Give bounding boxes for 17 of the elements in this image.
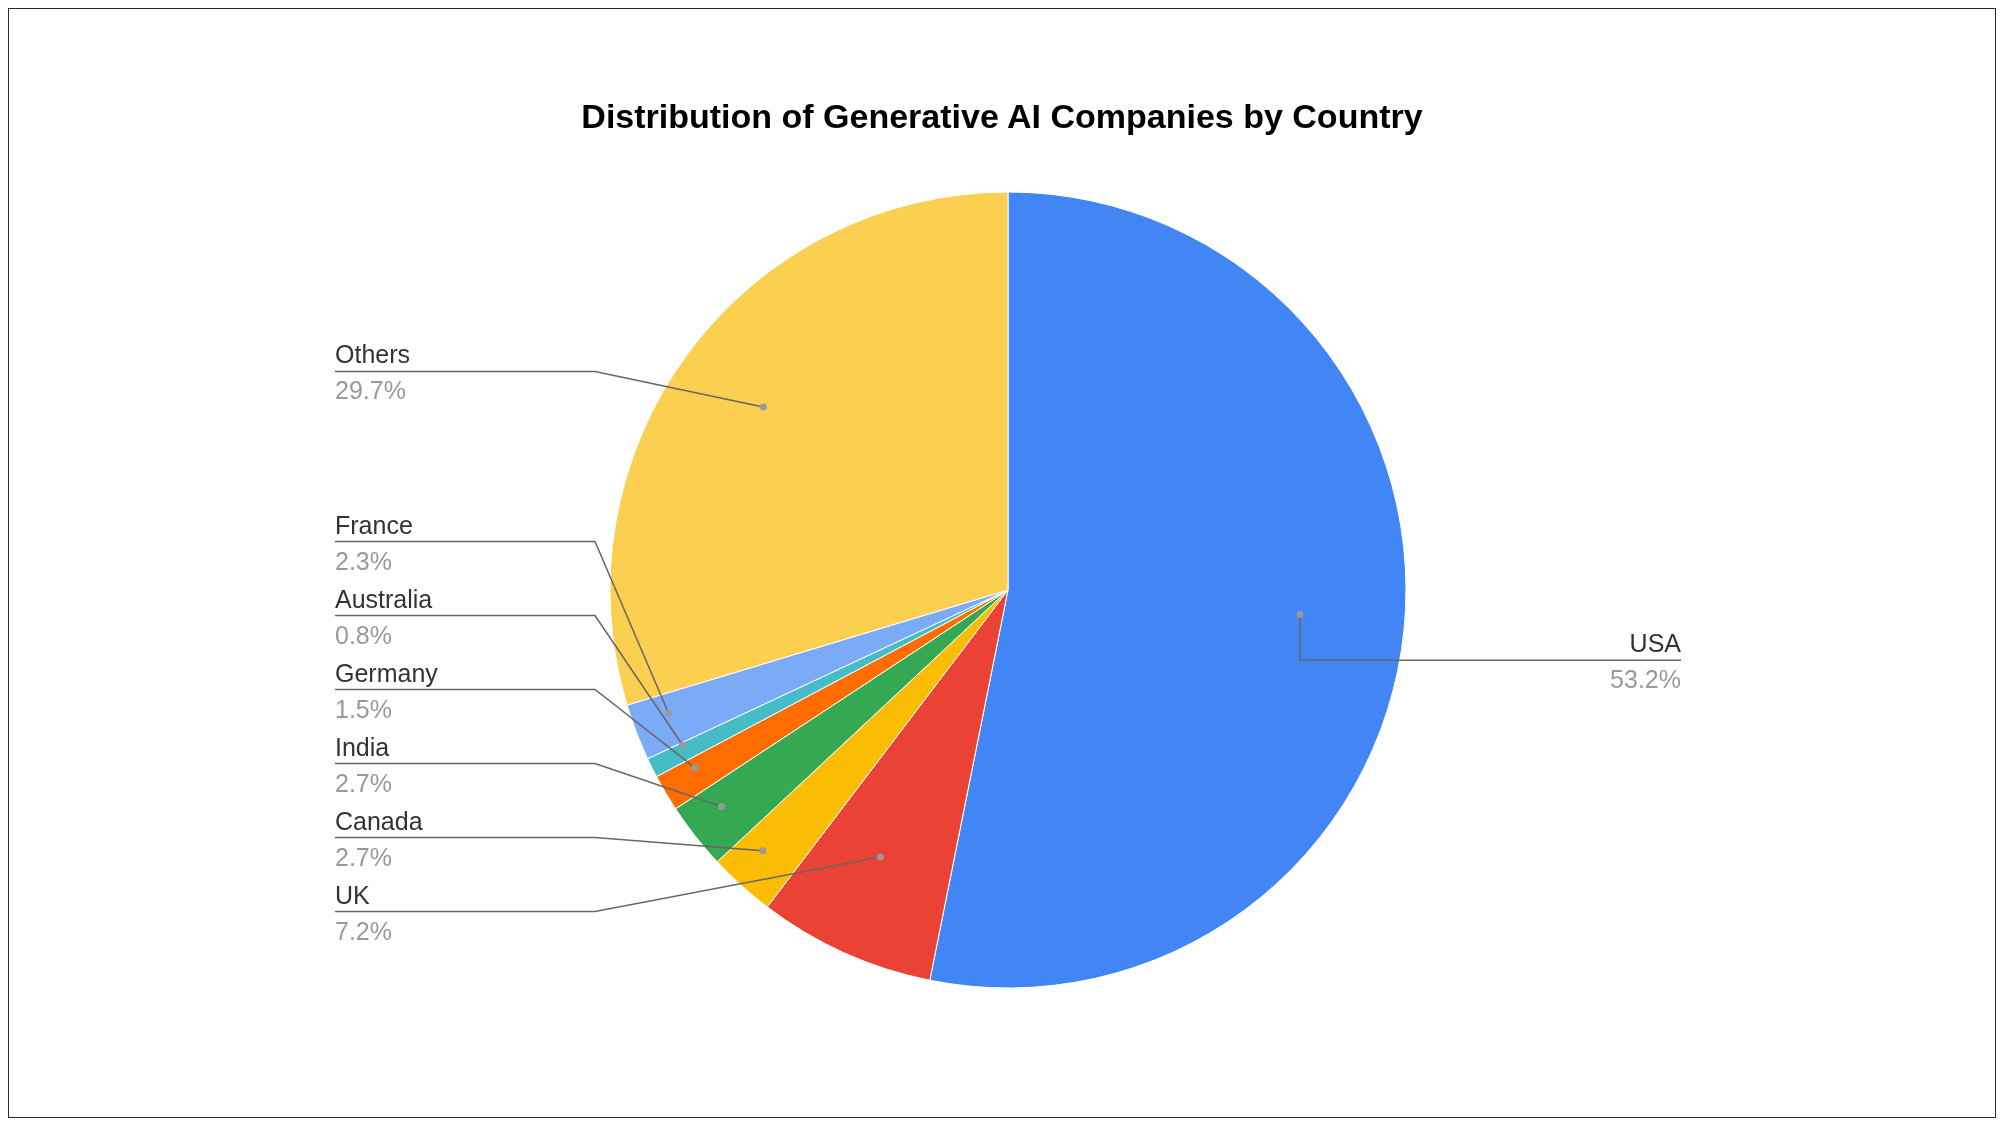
- slice-label: Germany: [335, 658, 439, 687]
- chart-title: Distribution of Generative AI Companies by Country: [580, 97, 1424, 136]
- data-label: 29.7%: [335, 376, 406, 405]
- data-label: 2.7%: [335, 768, 392, 797]
- data-label: 0.8%: [335, 620, 392, 649]
- slice-label: France: [335, 510, 413, 539]
- data-label: 1.5%: [335, 694, 392, 723]
- data-label: 2.3%: [335, 546, 392, 575]
- slice-label: India: [335, 732, 390, 761]
- slice-label: UK: [335, 880, 371, 909]
- slice-label: Australia: [335, 584, 433, 613]
- data-label: 53.2%: [1610, 665, 1681, 694]
- data-label: 2.7%: [335, 842, 392, 871]
- data-label: 7.2%: [335, 916, 392, 945]
- slice-label: Others: [335, 340, 411, 369]
- slice-label: Canada: [335, 806, 423, 835]
- slice-label: USA: [1629, 629, 1682, 658]
